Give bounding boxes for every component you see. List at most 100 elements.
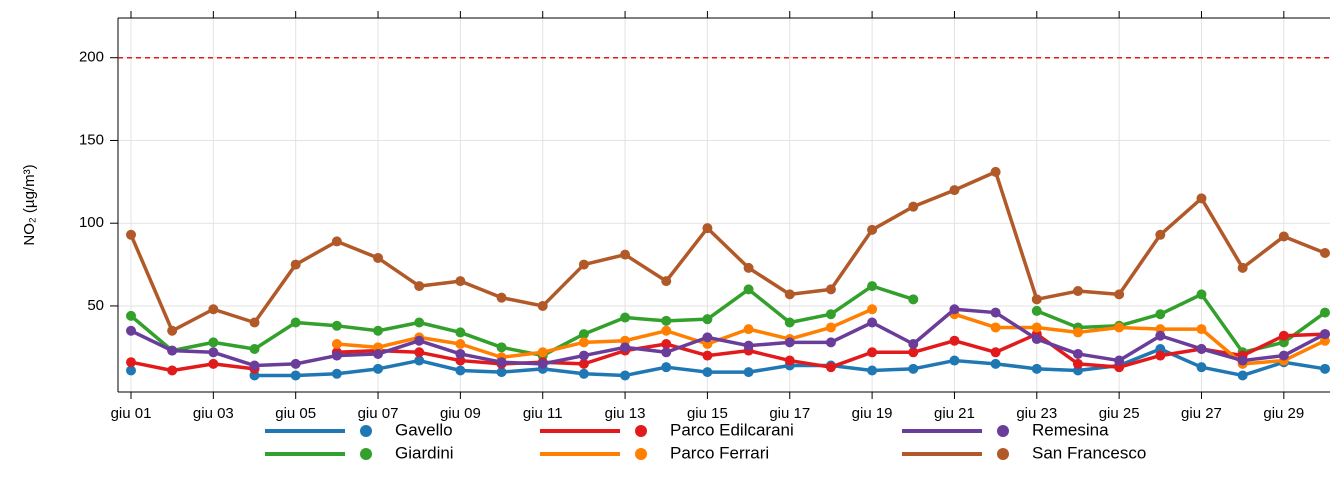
legend-dot xyxy=(360,425,372,437)
x-tick-label: giu 01 xyxy=(111,405,152,422)
data-point xyxy=(825,337,836,348)
legend-label: Remesina xyxy=(1032,420,1109,439)
data-point xyxy=(208,304,219,315)
data-point xyxy=(1155,350,1166,361)
x-tick-label: giu 23 xyxy=(1016,405,1057,422)
data-point xyxy=(743,262,754,273)
data-point xyxy=(949,335,960,346)
data-point xyxy=(1278,350,1289,361)
data-point xyxy=(578,259,589,270)
data-point xyxy=(1237,370,1248,381)
data-point xyxy=(373,363,384,374)
data-point xyxy=(1196,193,1207,204)
data-point xyxy=(1278,231,1289,242)
series-line xyxy=(130,307,1326,368)
data-point xyxy=(743,284,754,295)
data-point xyxy=(1320,247,1330,258)
data-point xyxy=(990,307,1001,318)
data-point xyxy=(126,365,136,376)
data-point xyxy=(990,322,1001,333)
data-point xyxy=(949,355,960,366)
data-point xyxy=(784,317,795,328)
data-point xyxy=(702,332,713,343)
data-point xyxy=(825,284,836,295)
series-line xyxy=(336,307,873,359)
data-point xyxy=(208,347,219,358)
data-point xyxy=(908,339,919,350)
data-point xyxy=(290,317,301,328)
series-line xyxy=(1036,292,1327,355)
data-point xyxy=(414,281,425,292)
x-tick-label: giu 27 xyxy=(1181,405,1222,422)
legend-dot xyxy=(997,425,1009,437)
data-point xyxy=(414,347,425,358)
data-point xyxy=(1196,324,1207,335)
data-point xyxy=(578,350,589,361)
data-point xyxy=(578,329,589,340)
y-axis-label: NO₂ (µg/m³) xyxy=(21,164,38,245)
data-point xyxy=(249,343,260,354)
data-point xyxy=(1155,330,1166,341)
data-point xyxy=(331,350,342,361)
data-point xyxy=(949,304,960,315)
data-point xyxy=(414,335,425,346)
data-point xyxy=(1072,348,1083,359)
data-point xyxy=(1320,307,1330,318)
data-point xyxy=(620,249,631,260)
legend-label: Giardini xyxy=(395,443,454,462)
data-point xyxy=(1237,355,1248,366)
data-point xyxy=(743,340,754,351)
data-point xyxy=(867,281,878,292)
legend-label: Parco Edilcarani xyxy=(670,420,794,439)
data-point xyxy=(455,276,466,287)
data-point xyxy=(867,224,878,235)
data-point xyxy=(373,348,384,359)
data-point xyxy=(1320,329,1330,340)
data-point xyxy=(496,357,507,368)
data-point xyxy=(661,339,672,350)
legend-dot xyxy=(997,448,1009,460)
data-point xyxy=(908,201,919,212)
data-point xyxy=(331,339,342,350)
data-point xyxy=(496,292,507,303)
data-point xyxy=(908,347,919,358)
legend-label: Parco Ferrari xyxy=(670,443,769,462)
data-point xyxy=(414,355,425,366)
data-point xyxy=(620,370,631,381)
data-point xyxy=(167,345,178,356)
data-point xyxy=(290,370,301,381)
data-point xyxy=(1320,363,1330,374)
data-point xyxy=(949,185,960,196)
data-point xyxy=(1196,343,1207,354)
data-point xyxy=(290,259,301,270)
data-point xyxy=(537,358,548,369)
x-tick-label: giu 19 xyxy=(852,405,893,422)
data-point xyxy=(1196,362,1207,373)
data-point xyxy=(249,317,260,328)
data-point xyxy=(126,310,136,321)
data-point xyxy=(661,325,672,336)
data-point xyxy=(867,347,878,358)
data-point xyxy=(867,365,878,376)
data-point xyxy=(1072,358,1083,369)
y-tick-label: 150 xyxy=(79,131,104,148)
data-point xyxy=(702,314,713,325)
data-point xyxy=(825,322,836,333)
data-point xyxy=(1155,229,1166,240)
x-tick-label: giu 11 xyxy=(523,405,563,422)
data-point xyxy=(578,337,589,348)
data-point xyxy=(1031,334,1042,345)
data-point xyxy=(1278,330,1289,341)
series-line xyxy=(129,284,914,358)
y-tick-label: 200 xyxy=(79,49,104,66)
data-point xyxy=(578,368,589,379)
data-point xyxy=(208,337,219,348)
data-point xyxy=(784,289,795,300)
data-point xyxy=(208,358,219,369)
data-point xyxy=(867,317,878,328)
x-tick-label: giu 07 xyxy=(358,405,399,422)
data-point xyxy=(661,362,672,373)
data-point xyxy=(702,367,713,378)
data-point xyxy=(537,300,548,311)
